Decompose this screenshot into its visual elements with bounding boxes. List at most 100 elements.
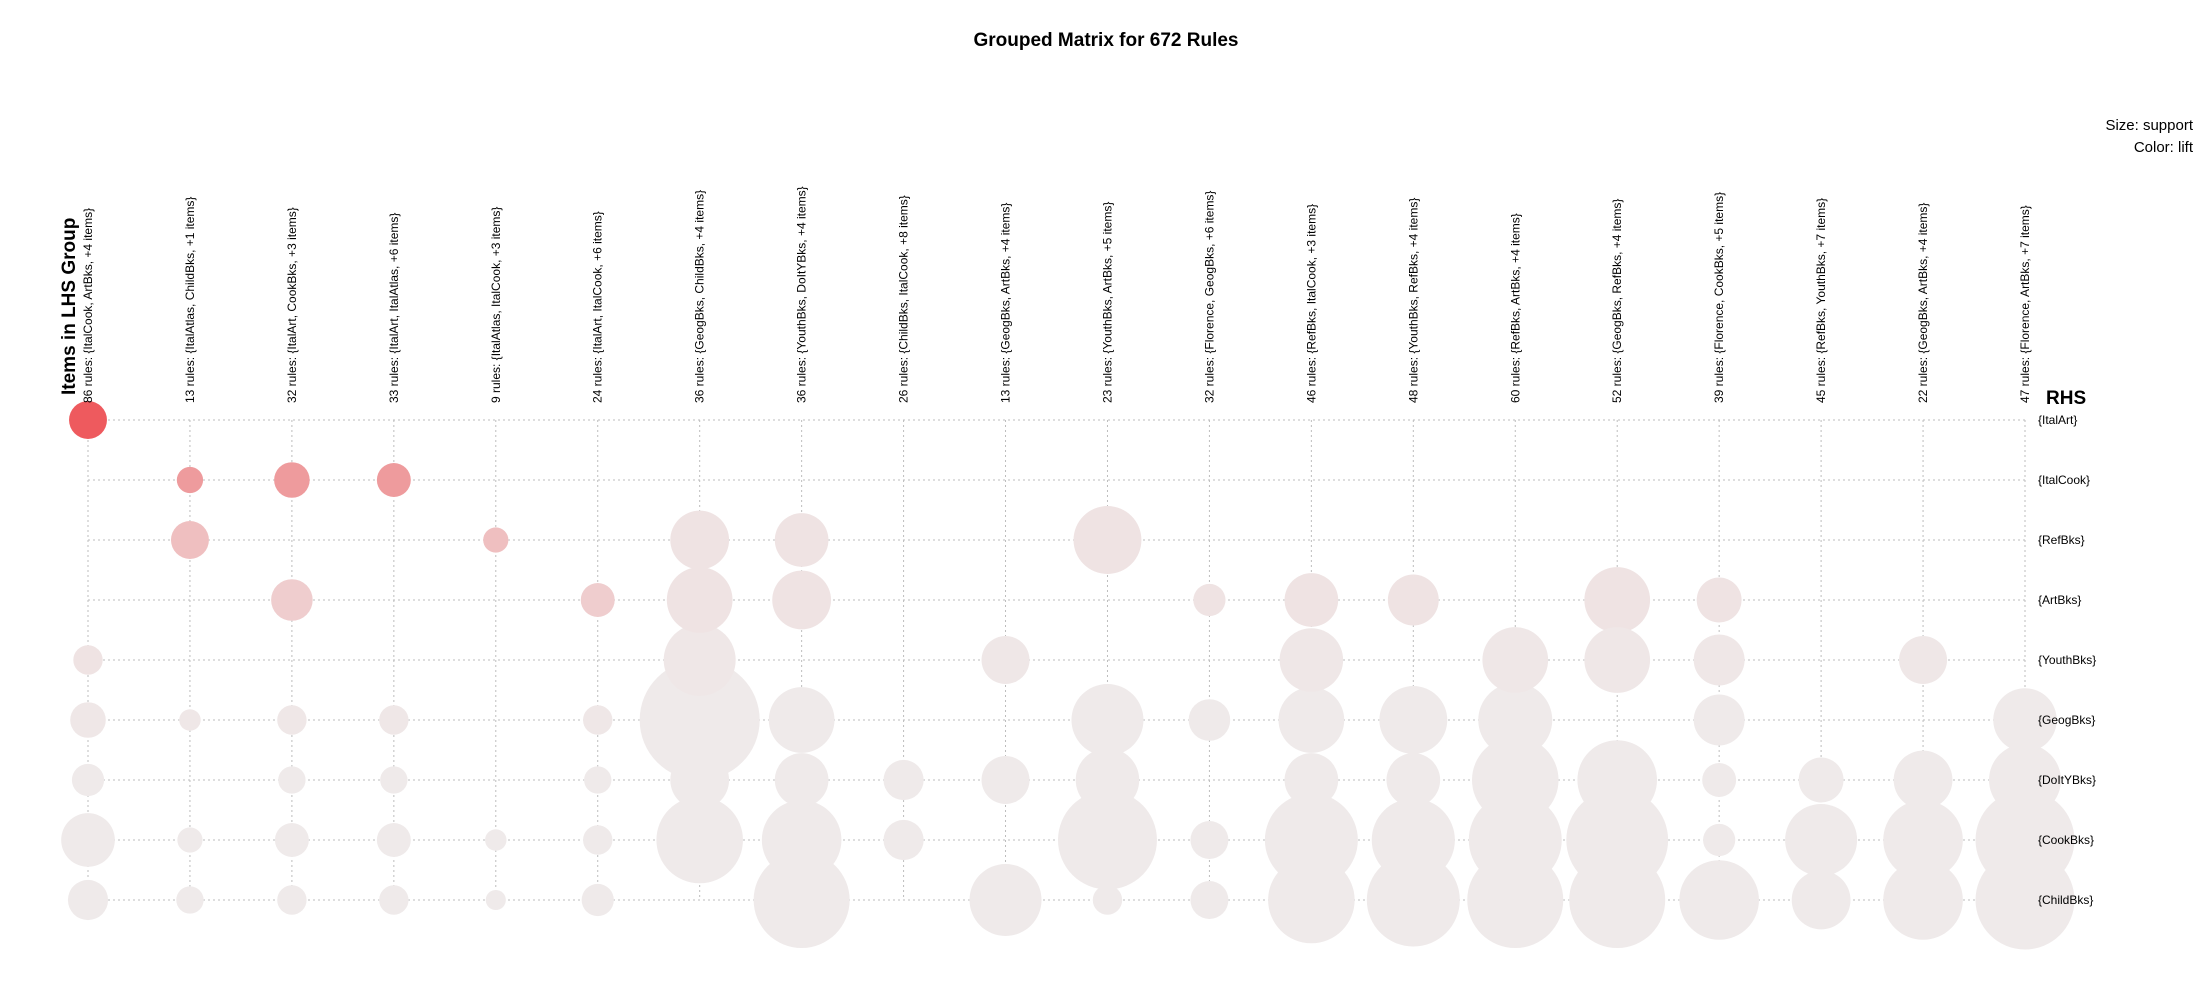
rule-bubble [1482, 627, 1549, 693]
lhs-group-label: 26 rules: {ChildBks, ItalCook, +8 items} [897, 195, 911, 403]
rule-bubble [1386, 753, 1441, 807]
rule-bubble [277, 885, 307, 915]
rule-bubble [1471, 736, 1559, 824]
rule-bubble [1057, 790, 1157, 890]
rule-bubble [883, 819, 924, 861]
rule-bubble [69, 401, 107, 439]
rule-bubble [583, 825, 613, 855]
rule-bubble [1366, 853, 1460, 947]
rhs-item-label: {DoItYBks} [2038, 773, 2096, 787]
rhs-item-labels: {ItalArt} {ItalCook} {RefBks} {ArtBks} {Yout… [2038, 413, 2096, 907]
rule-bubble [1190, 821, 1229, 859]
rule-bubble [274, 823, 309, 857]
lhs-group-labels: 86 rules: {ItalCook, ArtBks, +4 items} 13… [81, 186, 2032, 403]
rule-bubble [70, 702, 106, 738]
rule-bubble [1893, 750, 1953, 810]
lhs-group-label: 48 rules: {YouthBks, RefBks, +4 items} [1406, 198, 1420, 403]
rule-bubble [1785, 804, 1858, 876]
rule-bubble [981, 756, 1030, 804]
rule-bubble [1190, 881, 1229, 919]
rule-bubble [1899, 636, 1948, 684]
rule-bubble [277, 705, 307, 735]
rule-bubble [1379, 686, 1448, 754]
rule-bubble [581, 883, 614, 917]
rule-bubble [1468, 793, 1562, 887]
lhs-group-label: 24 rules: {ItalArt, ItalCook, +6 items} [591, 211, 605, 403]
rhs-item-label: {ArtBks} [2038, 593, 2081, 607]
rule-bubble [1073, 506, 1142, 574]
rule-bubble [883, 759, 924, 801]
rule-bubble [1693, 694, 1745, 746]
rule-bubble [1569, 852, 1666, 948]
rule-bubble [981, 636, 1030, 684]
lhs-group-label: 86 rules: {ItalCook, ArtBks, +4 items} [81, 208, 95, 403]
rule-bubble [1993, 688, 2057, 752]
rule-bubble [1791, 870, 1851, 930]
rule-bubble [1975, 850, 2075, 950]
rule-bubble [1584, 627, 1651, 693]
lhs-group-label: 9 rules: {ItalAtlas, ItalCook, +3 items} [489, 207, 503, 403]
rhs-axis-title: RHS [2046, 388, 2086, 409]
lhs-group-label: 45 rules: {RefBks, YouthBks, +7 items} [1814, 198, 1828, 403]
lhs-group-label: 52 rules: {GeogBks, RefBks, +4 items} [1610, 199, 1624, 403]
lhs-group-label: 47 rules: {Florence, ArtBks, +7 items} [2018, 205, 2032, 403]
lhs-group-label: 13 rules: {ItalAtlas, ChildBks, +1 items… [183, 197, 197, 403]
lhs-group-label: 33 rules: {ItalArt, ItalAtlas, +6 items} [387, 213, 401, 403]
rhs-item-label: {ChildBks} [2038, 893, 2093, 907]
rhs-item-label: {YouthBks} [2038, 653, 2096, 667]
lhs-group-label: 32 rules: {ItalArt, CookBks, +3 items} [285, 207, 299, 403]
rule-bubble [376, 823, 411, 857]
rhs-item-label: {CookBks} [2038, 833, 2094, 847]
lhs-group-label: 46 rules: {RefBks, ItalCook, +3 items} [1304, 204, 1318, 403]
rule-bubble [753, 852, 850, 948]
rule-bubble [1478, 683, 1553, 757]
rule-bubble [768, 687, 835, 753]
rule-bubble [1696, 577, 1742, 623]
rule-bubble [67, 879, 109, 921]
rule-bubble [774, 513, 829, 567]
bubble-layer [61, 401, 2075, 950]
rule-bubble [1278, 687, 1345, 753]
rule-bubble [1693, 634, 1745, 686]
rule-bubble [584, 766, 612, 794]
rule-bubble [1284, 753, 1339, 807]
rule-bubble [379, 885, 409, 915]
rule-bubble [1279, 628, 1344, 692]
rule-bubble [1268, 856, 1355, 944]
lhs-group-label: 32 rules: {Florence, GeogBks, +6 items} [1202, 191, 1216, 403]
rule-bubble [1371, 798, 1455, 882]
rule-bubble [1679, 860, 1759, 940]
lhs-group-label: 39 rules: {Florence, CookBks, +5 items} [1712, 192, 1726, 403]
rule-bubble [170, 521, 209, 559]
rule-bubble [483, 527, 509, 553]
rule-bubble [583, 705, 613, 735]
rhs-item-label: {ItalCook} [2038, 473, 2090, 487]
rule-bubble [1075, 748, 1140, 812]
rule-bubble [278, 766, 306, 794]
legend-size: Size: support [2105, 117, 2193, 134]
lhs-group-label: 36 rules: {GeogBks, ChildBks, +4 items} [693, 190, 707, 403]
rule-bubble [176, 466, 204, 494]
rule-bubble [663, 624, 736, 696]
rule-bubble [639, 660, 760, 780]
rule-bubble [670, 510, 730, 570]
rule-bubble [1264, 793, 1358, 887]
lhs-group-label: 60 rules: {RefBks, ArtBks, +4 items} [1508, 213, 1522, 403]
rule-bubble [1284, 573, 1339, 627]
rule-bubble [61, 813, 115, 867]
rule-bubble [666, 567, 733, 633]
rhs-item-label: {ItalArt} [2038, 413, 2077, 427]
rule-bubble [1798, 757, 1844, 803]
rhs-item-label: {GeogBks} [2038, 713, 2095, 727]
lhs-group-label: 36 rules: {YouthBks, DoItYBks, +4 items} [795, 186, 809, 403]
rule-bubble [485, 829, 507, 851]
rule-bubble [1188, 699, 1231, 741]
rhs-item-label: {RefBks} [2038, 533, 2085, 547]
rule-bubble [271, 579, 313, 621]
rule-bubble [176, 886, 204, 914]
rule-bubble [772, 570, 832, 630]
rule-bubble [71, 763, 105, 797]
rule-bubble [73, 645, 103, 675]
